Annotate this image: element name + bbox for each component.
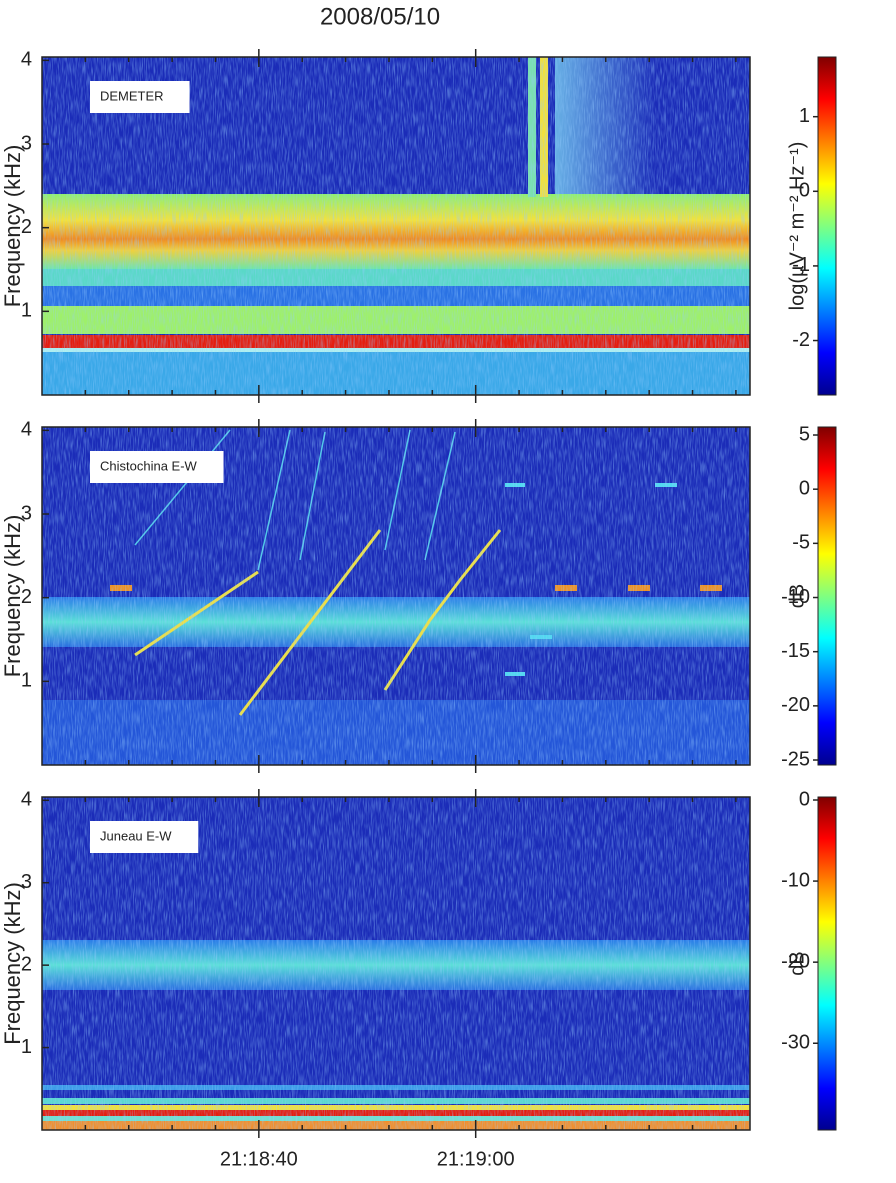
- x-tick-label: 21:19:00: [437, 1148, 515, 1170]
- colorbar-tick-label: 0: [799, 788, 810, 810]
- y-tick-label: 4: [21, 789, 32, 811]
- colorbar-tick-label: -2: [792, 329, 810, 351]
- colorbar-tick-label: 0: [799, 477, 810, 499]
- colorbar: [817, 426, 837, 766]
- colorbar-label: dB: [786, 951, 808, 975]
- panel-label: Juneau E-W: [100, 828, 172, 843]
- y-tick-label: 3: [21, 132, 32, 154]
- y-axis-label: Frequency (kHz): [0, 882, 25, 1045]
- spectrogram-image: [42, 57, 750, 395]
- y-tick-label: 1: [21, 1036, 32, 1058]
- y-tick-label: 4: [21, 419, 32, 441]
- panel-label: DEMETER: [100, 88, 164, 103]
- colorbar-label: log(µV⁻² m⁻² Hz⁻¹): [786, 142, 808, 311]
- plot-frame: [41, 56, 751, 396]
- colorbar-label: dB: [786, 584, 808, 608]
- plot-frame: [41, 426, 751, 766]
- x-tick-label: 21:18:40: [220, 1148, 298, 1170]
- colorbar-tick-label: 5: [799, 423, 810, 445]
- y-tick-label: 4: [21, 49, 32, 71]
- spectrogram-image: [42, 427, 750, 765]
- panel-label: Chistochina E-W: [100, 458, 198, 473]
- colorbar-tick-label: -15: [781, 640, 810, 662]
- colorbar-tick-label: -10: [781, 586, 810, 608]
- colorbar-tick-label: -10: [781, 869, 810, 891]
- y-tick-label: 3: [21, 871, 32, 893]
- colorbar-tick-label: -30: [781, 1032, 810, 1054]
- plot-frame: [41, 796, 751, 1131]
- y-tick-label: 1: [21, 670, 32, 692]
- y-tick-label: 2: [21, 216, 32, 238]
- chart-title: 2008/05/10: [320, 3, 440, 30]
- y-axis-label: Frequency (kHz): [0, 145, 25, 308]
- y-tick-label: 3: [21, 502, 32, 524]
- colorbar: [817, 796, 837, 1131]
- y-axis-label: Frequency (kHz): [0, 515, 25, 678]
- colorbar-tick-label: -20: [781, 950, 810, 972]
- y-tick-label: 2: [21, 586, 32, 608]
- panel-label-box: [90, 821, 199, 853]
- colorbar-tick-label: -25: [781, 748, 810, 770]
- panel-label-box: [90, 81, 190, 113]
- colorbar-tick-label: 0: [799, 180, 810, 202]
- y-tick-label: 1: [21, 300, 32, 322]
- colorbar-tick-label: 1: [799, 105, 810, 127]
- colorbar-tick-label: -1: [792, 254, 810, 276]
- panel-label-box: [90, 451, 224, 483]
- y-tick-label: 2: [21, 953, 32, 975]
- colorbar-tick-label: -5: [792, 532, 810, 554]
- colorbar-tick-label: -20: [781, 694, 810, 716]
- colorbar: [817, 56, 837, 396]
